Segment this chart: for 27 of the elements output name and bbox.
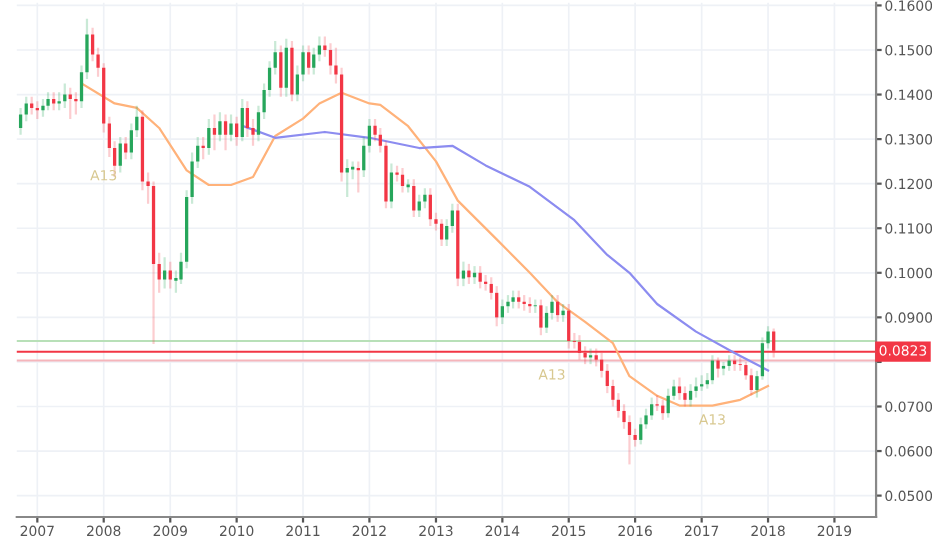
candlestick	[290, 39, 294, 103]
candlestick	[755, 369, 759, 399]
candlestick	[41, 97, 45, 118]
candlestick	[46, 91, 50, 112]
candlestick	[96, 46, 100, 78]
candlestick	[146, 171, 150, 205]
candlestick	[218, 111, 222, 143]
candlestick	[395, 164, 399, 183]
candlestick	[85, 17, 89, 81]
candlestick	[301, 44, 305, 83]
candlestick	[506, 293, 510, 315]
candlestick	[179, 251, 183, 286]
candlestick	[694, 376, 698, 399]
candlestick	[716, 356, 720, 379]
candlestick	[511, 289, 515, 310]
candlestick	[721, 360, 726, 377]
candlestick	[766, 325, 770, 350]
candlestick	[622, 403, 626, 430]
candlestick	[644, 407, 648, 430]
candlestick	[683, 385, 687, 408]
candlestick	[550, 293, 554, 321]
candlestick	[334, 46, 338, 85]
candlestick	[229, 113, 233, 143]
candlestick	[373, 117, 377, 143]
candlestick	[611, 378, 615, 408]
candlestick	[434, 211, 438, 232]
candlestick	[251, 117, 255, 147]
